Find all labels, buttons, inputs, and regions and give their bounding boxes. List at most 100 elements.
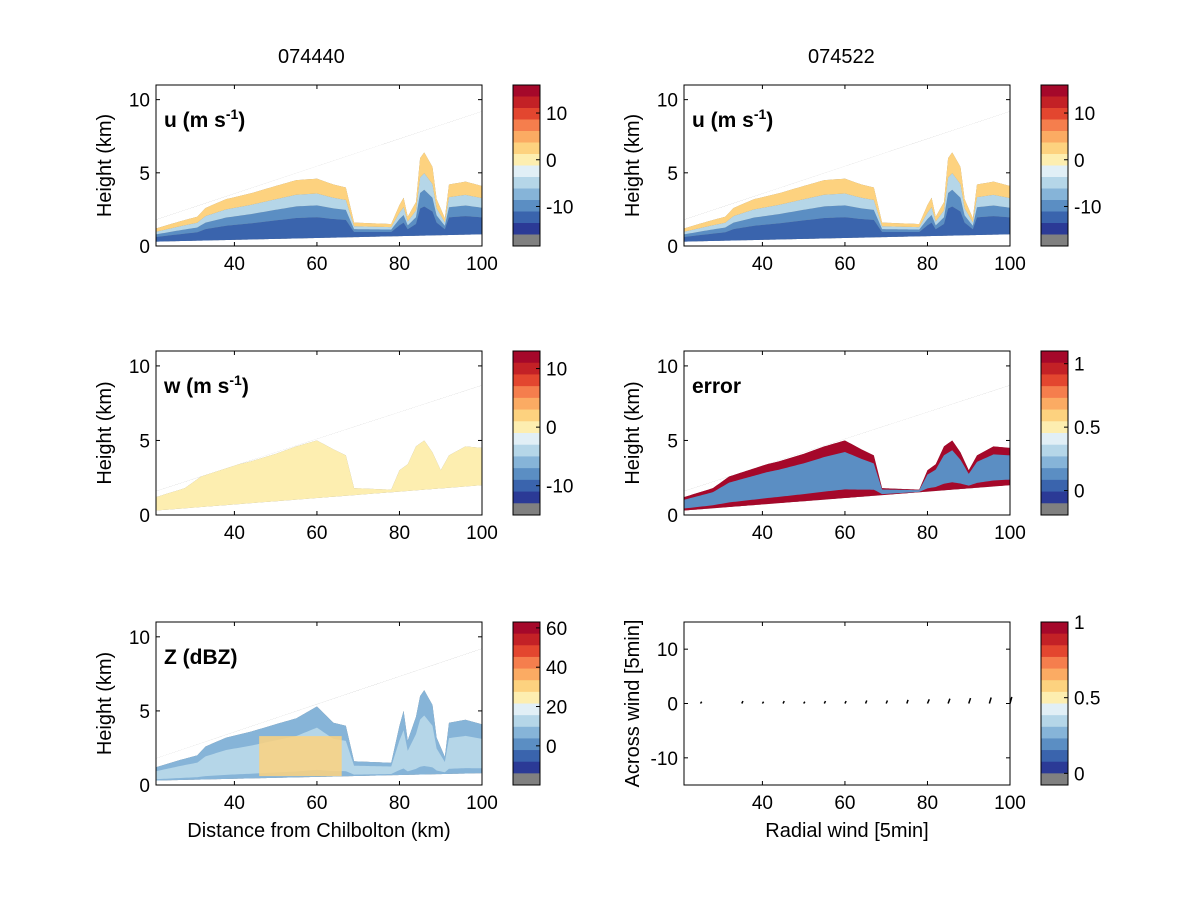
colorbar-swatch-2 bbox=[513, 645, 540, 658]
colorbar-swatch-0 bbox=[513, 622, 540, 635]
x-tick-label-2: 80 bbox=[917, 793, 938, 814]
colorbar-swatch-10 bbox=[1041, 738, 1068, 751]
wind-arrow-12 bbox=[968, 697, 972, 704]
axes-frame bbox=[683, 84, 1011, 247]
x-tick-label-3: 100 bbox=[466, 523, 498, 544]
colorbar-swatch-12 bbox=[513, 491, 540, 504]
colorbar-swatch-4 bbox=[1041, 131, 1068, 143]
y-tick-label-1: 5 bbox=[667, 164, 678, 185]
y-tick-label-0: 0 bbox=[667, 237, 678, 258]
colorbar-tick-label-2: 20 bbox=[546, 698, 567, 719]
echo-layer-0 bbox=[156, 440, 482, 511]
y-tick-label-1: 5 bbox=[139, 164, 150, 185]
y-tick-label-0: 0 bbox=[139, 237, 150, 258]
colorbar-swatch-1 bbox=[1041, 362, 1068, 375]
colorbar-swatch-9 bbox=[513, 456, 540, 469]
wind-arrow-6 bbox=[844, 700, 847, 704]
colorbar-swatch-2 bbox=[513, 374, 540, 387]
colorbar-swatch-5 bbox=[513, 409, 540, 422]
colorbar-swatch-9 bbox=[513, 726, 540, 739]
colorbar-swatch-1 bbox=[513, 633, 540, 646]
colorbar-tick-label-1: 0.5 bbox=[1074, 418, 1100, 439]
wind-arrow-3 bbox=[782, 700, 785, 704]
colorbar-swatch-6 bbox=[1041, 154, 1068, 166]
colorbar-tick-label-2: -10 bbox=[1074, 197, 1101, 218]
colorbar-swatch-9 bbox=[513, 188, 540, 201]
colorbar-swatch-2 bbox=[1041, 645, 1068, 658]
colorbar-tick-label-2: -10 bbox=[546, 477, 573, 498]
panel-z: 40 60 80 100 0 5 10 Height (km) Distance from Ch… bbox=[94, 619, 567, 842]
colorbar-swatch-13 bbox=[513, 503, 540, 516]
no-echo-region bbox=[156, 111, 482, 229]
colorbar-swatch-7 bbox=[1041, 165, 1068, 178]
panel-label: error bbox=[692, 375, 741, 398]
column-title-right: 074522 bbox=[808, 46, 875, 68]
colorbar-frame bbox=[1040, 84, 1069, 247]
colorbar-swatch-3 bbox=[513, 386, 540, 399]
colorbar-swatch-2 bbox=[1041, 374, 1068, 387]
colorbar-swatch-13 bbox=[1041, 773, 1068, 786]
below-beam-region bbox=[684, 485, 1010, 515]
no-echo-region bbox=[684, 385, 1010, 498]
below-beam-region bbox=[684, 234, 1010, 246]
colorbar-swatch-5 bbox=[1041, 409, 1068, 422]
colorbar-swatch-10 bbox=[513, 738, 540, 751]
colorbar-swatch-1 bbox=[1041, 96, 1068, 109]
colorbar-tick-label-2: 0 bbox=[1074, 482, 1085, 503]
colorbar-swatch-12 bbox=[1041, 491, 1068, 504]
colorbar-frame bbox=[512, 350, 541, 516]
axes-frame bbox=[683, 350, 1011, 516]
echo-layer-2 bbox=[684, 173, 1010, 235]
y-axis-label: Height (km) bbox=[94, 114, 116, 217]
no-echo-region bbox=[156, 648, 482, 768]
column-title-left: 074440 bbox=[278, 46, 345, 68]
x-tick-label-1: 60 bbox=[834, 523, 855, 544]
wind-arrow-11 bbox=[947, 698, 951, 704]
colorbar-swatch-2 bbox=[513, 108, 540, 120]
colorbar-swatch-8 bbox=[513, 177, 540, 189]
echo-layer-0 bbox=[156, 206, 482, 242]
colorbar-swatch-0 bbox=[1041, 351, 1068, 364]
colorbar-swatch-3 bbox=[1041, 656, 1068, 670]
colorbar-swatch-12 bbox=[1041, 223, 1068, 235]
no-echo-region bbox=[684, 111, 1010, 229]
colorbar-swatch-5 bbox=[513, 142, 540, 155]
x-tick-label-1: 60 bbox=[306, 793, 327, 814]
colorbar-swatch-13 bbox=[513, 773, 540, 786]
x-axis-label: Distance from Chilbolton (km) bbox=[187, 820, 450, 842]
colorbar-tick-label-0: 10 bbox=[1074, 104, 1095, 125]
y-tick-label-1: 5 bbox=[667, 431, 678, 452]
colorbar-swatch-9 bbox=[1041, 456, 1068, 469]
colorbar-swatch-10 bbox=[1041, 468, 1068, 481]
y-tick-label-1: 0 bbox=[667, 695, 678, 716]
axes-frame bbox=[155, 350, 483, 516]
colorbar: 10.50 bbox=[1040, 350, 1100, 516]
y-axis-label: Height (km) bbox=[94, 652, 116, 755]
colorbar-swatch-8 bbox=[513, 715, 540, 728]
colorbar: 60 40 20 0 bbox=[512, 619, 567, 786]
y-tick-label-0: -10 bbox=[651, 749, 678, 770]
x-tick-label-1: 60 bbox=[306, 523, 327, 544]
colorbar-swatch-11 bbox=[1041, 750, 1068, 763]
colorbar-swatch-4 bbox=[513, 131, 540, 143]
x-tick-label-2: 80 bbox=[917, 523, 938, 544]
axes-frame bbox=[155, 621, 483, 786]
echo-layer-0 bbox=[684, 206, 1010, 242]
colorbar-swatch-13 bbox=[513, 234, 540, 247]
colorbar-swatch-4 bbox=[513, 397, 540, 411]
colorbar-tick-label-1: 0.5 bbox=[1074, 689, 1100, 710]
colorbar-tick-label-0: 10 bbox=[546, 104, 567, 125]
wind-arrow-0 bbox=[699, 701, 703, 704]
x-tick-label-1: 60 bbox=[306, 254, 327, 275]
axes-frame bbox=[155, 84, 483, 247]
panel-label: w (m s-1) bbox=[163, 372, 249, 398]
panel-label: u (m s-1) bbox=[692, 106, 773, 132]
colorbar-swatch-2 bbox=[1041, 108, 1068, 120]
colorbar-frame bbox=[1040, 621, 1069, 786]
colorbar-tick-label-0: 1 bbox=[1074, 613, 1085, 634]
colorbar: 10 0 -10 bbox=[512, 350, 573, 516]
